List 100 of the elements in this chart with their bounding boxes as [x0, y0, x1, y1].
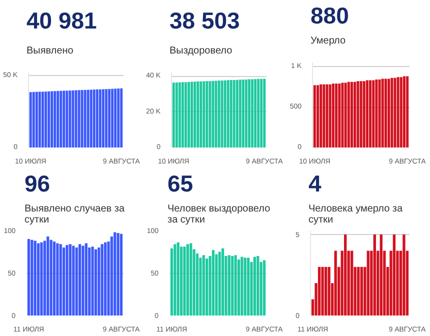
- bar: [350, 250, 354, 316]
- bar: [372, 80, 375, 148]
- bar: [366, 80, 368, 148]
- bar: [40, 242, 43, 316]
- bar: [356, 81, 360, 148]
- bar: [392, 234, 396, 316]
- bar: [59, 244, 62, 316]
- bar: [180, 246, 183, 316]
- bar: [88, 248, 91, 316]
- bar: [344, 234, 347, 316]
- bar: [212, 250, 215, 316]
- bar: [316, 85, 320, 148]
- bar: [190, 243, 192, 316]
- bar: [350, 82, 353, 148]
- bar: [384, 78, 387, 148]
- bar: [174, 244, 176, 316]
- bar: [72, 246, 75, 316]
- bar: [240, 256, 244, 316]
- bar: [402, 234, 406, 316]
- bar: [52, 242, 56, 316]
- bar: [318, 266, 321, 316]
- chart-subtitle: Человек выздоровело за сутки: [168, 204, 271, 226]
- bar: [244, 258, 246, 316]
- bar: [120, 234, 123, 316]
- chart-title: 880: [310, 2, 349, 28]
- bar: [328, 266, 330, 316]
- bar: [247, 258, 250, 316]
- bar: [402, 76, 406, 148]
- bar: [322, 84, 326, 148]
- bar: [43, 240, 46, 316]
- chart-title: 65: [168, 170, 194, 196]
- bar: [378, 80, 381, 148]
- bar: [369, 80, 372, 148]
- bar: [388, 78, 390, 148]
- bar: [332, 84, 334, 148]
- bar: [360, 81, 362, 148]
- bar: [221, 248, 224, 316]
- bar: [406, 76, 409, 148]
- bar: [375, 80, 378, 148]
- bar: [326, 84, 328, 148]
- bar: [390, 78, 394, 148]
- bar: [183, 246, 186, 316]
- bar: [186, 244, 189, 316]
- bar: [34, 240, 36, 316]
- bar: [215, 254, 218, 316]
- chart-title: 96: [24, 170, 50, 196]
- chart-title: 4: [308, 170, 322, 196]
- bar: [231, 256, 234, 316]
- bar: [66, 244, 68, 316]
- bar: [313, 85, 316, 148]
- bar: [170, 248, 174, 316]
- bar: [37, 243, 40, 316]
- bar: [116, 233, 120, 316]
- bar: [362, 81, 366, 148]
- bar: [30, 240, 34, 316]
- bar: [82, 246, 84, 316]
- bar: [114, 232, 116, 316]
- bar: [206, 258, 208, 316]
- bar: [338, 84, 341, 148]
- chart-subtitle: Человека умерло за сутки: [308, 204, 404, 226]
- bar: [199, 258, 202, 316]
- bar: [234, 255, 237, 316]
- chart-subtitle: Выявлено случаев за сутки: [24, 204, 125, 226]
- bar: [75, 248, 78, 316]
- bar: [237, 259, 240, 316]
- chart-subtitle: Умерло: [310, 36, 346, 46]
- bar: [344, 82, 347, 148]
- bar: [202, 255, 205, 316]
- bar: [360, 266, 363, 316]
- chart-subtitle: Выявлено: [26, 46, 74, 56]
- bar: [262, 260, 266, 316]
- bar: [324, 266, 328, 316]
- bar: [98, 248, 100, 316]
- chart-title: 40 981: [26, 8, 98, 34]
- chart-subtitle: Выздоровело: [170, 46, 233, 56]
- bar: [218, 252, 221, 316]
- bar: [321, 266, 324, 316]
- bar: [46, 236, 50, 316]
- bar: [27, 239, 30, 316]
- bar: [357, 266, 360, 316]
- bar: [396, 77, 400, 148]
- bar: [256, 256, 260, 316]
- bar: [68, 244, 72, 316]
- bar: [394, 78, 396, 148]
- chart-title: 38 503: [170, 8, 240, 34]
- bar: [84, 243, 88, 316]
- bar: [341, 82, 344, 148]
- bar: [320, 84, 322, 148]
- bar: [176, 242, 180, 316]
- bar: [104, 242, 107, 316]
- bar: [347, 82, 350, 148]
- bar: [400, 77, 402, 148]
- bar: [228, 255, 230, 316]
- bar: [91, 246, 94, 316]
- bar: [253, 256, 256, 316]
- bar: [373, 234, 376, 316]
- bar: [196, 253, 199, 316]
- bar: [334, 250, 337, 316]
- bar: [50, 240, 52, 316]
- bar: [94, 249, 98, 316]
